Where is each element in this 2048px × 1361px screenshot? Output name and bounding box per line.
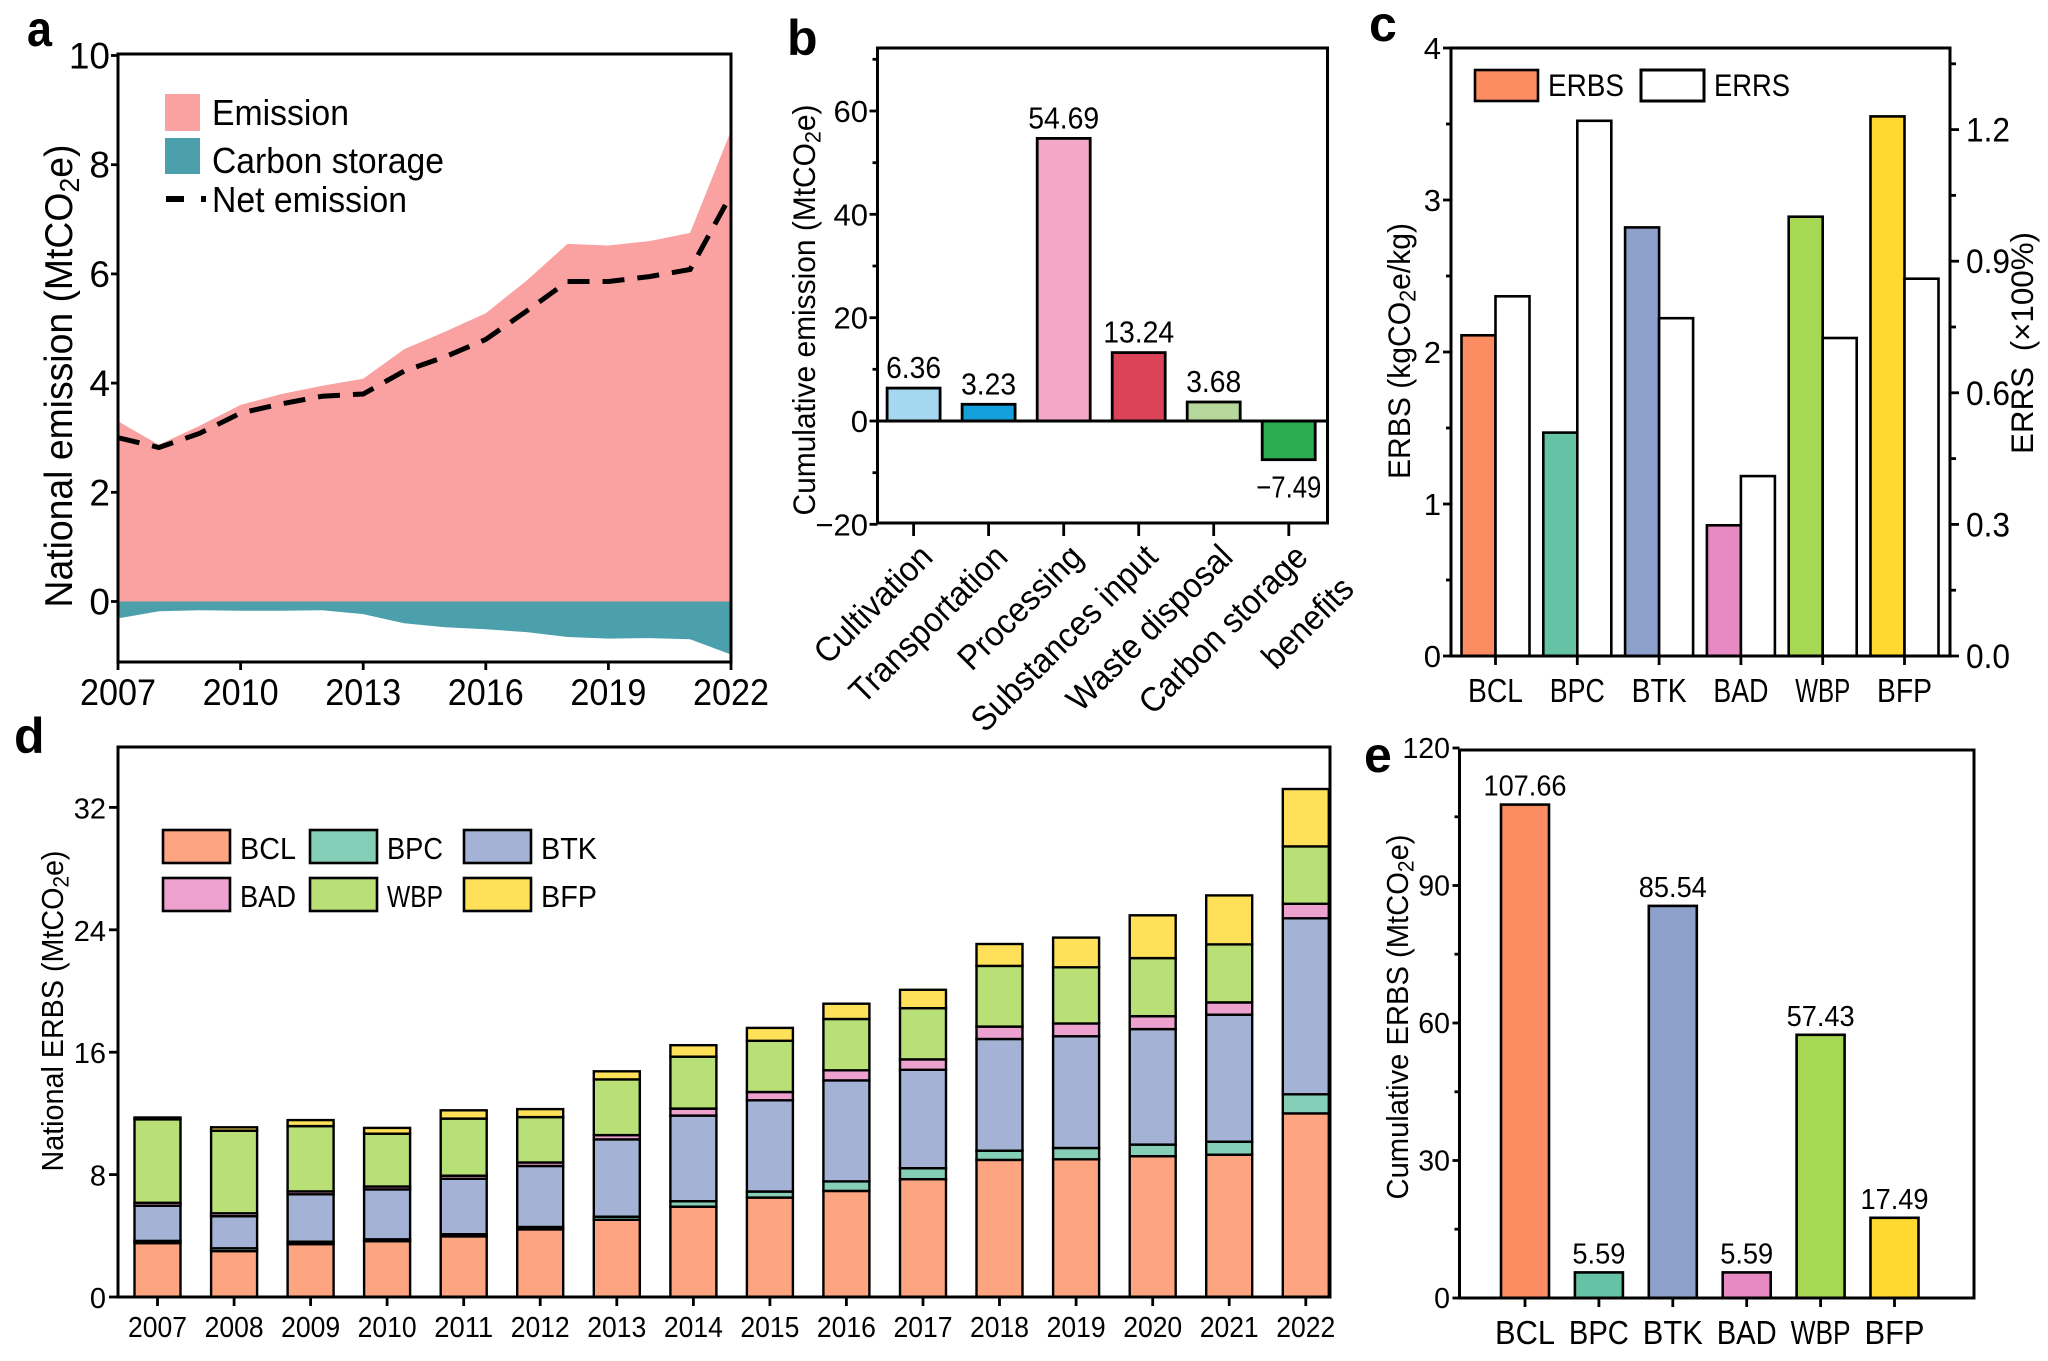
svg-text:17.49: 17.49 — [1861, 1184, 1929, 1216]
svg-text:2010: 2010 — [358, 1312, 417, 1344]
svg-text:2022: 2022 — [1276, 1312, 1335, 1344]
svg-text:b: b — [787, 10, 818, 66]
svg-text:2007: 2007 — [128, 1312, 187, 1344]
svg-text:BFP: BFP — [1877, 672, 1932, 710]
svg-text:BCL: BCL — [1468, 672, 1523, 710]
svg-text:0.9: 0.9 — [1966, 243, 2010, 281]
svg-text:BPC: BPC — [1569, 1314, 1629, 1352]
svg-text:BTK: BTK — [541, 831, 597, 866]
svg-text:BFP: BFP — [541, 879, 597, 914]
svg-text:ERRS: ERRS — [1714, 67, 1790, 103]
svg-text:Net emission: Net emission — [212, 179, 407, 220]
svg-text:2010: 2010 — [203, 672, 279, 713]
svg-text:BAD: BAD — [1713, 672, 1768, 710]
svg-text:2012: 2012 — [511, 1312, 570, 1344]
svg-text:2009: 2009 — [281, 1312, 340, 1344]
svg-text:e: e — [1364, 727, 1392, 783]
svg-text:2019: 2019 — [570, 672, 646, 713]
svg-text:107.66: 107.66 — [1484, 771, 1567, 803]
svg-text:2014: 2014 — [664, 1312, 723, 1344]
svg-text:WBP: WBP — [1791, 1314, 1851, 1352]
svg-text:85.54: 85.54 — [1639, 872, 1707, 904]
svg-text:90: 90 — [1418, 871, 1450, 903]
svg-text:8: 8 — [89, 145, 110, 186]
svg-text:BTK: BTK — [1632, 672, 1687, 710]
svg-text:0: 0 — [89, 582, 110, 623]
svg-text:6: 6 — [89, 254, 110, 295]
svg-text:0.3: 0.3 — [1966, 506, 2010, 544]
svg-text:2016: 2016 — [448, 672, 524, 713]
svg-text:120: 120 — [1402, 733, 1450, 765]
svg-text:d: d — [14, 708, 45, 764]
svg-text:1: 1 — [1424, 487, 1441, 522]
svg-text:2008: 2008 — [205, 1312, 264, 1344]
svg-text:10: 10 — [69, 36, 110, 77]
svg-text:ERBS: ERBS — [1548, 67, 1624, 103]
svg-text:BTK: BTK — [1643, 1314, 1703, 1352]
svg-text:3.23: 3.23 — [961, 367, 1016, 401]
svg-text:5.59: 5.59 — [1572, 1238, 1625, 1270]
svg-text:4: 4 — [1424, 31, 1441, 66]
svg-text:2022: 2022 — [693, 672, 769, 713]
svg-text:Carbon storage: Carbon storage — [212, 140, 444, 181]
svg-text:2017: 2017 — [894, 1312, 953, 1344]
svg-text:BAD: BAD — [240, 879, 296, 914]
svg-text:13.24: 13.24 — [1103, 316, 1174, 350]
svg-text:54.69: 54.69 — [1028, 101, 1099, 135]
svg-text:16: 16 — [74, 1038, 106, 1070]
svg-text:2021: 2021 — [1200, 1312, 1259, 1344]
svg-text:ERBS (kgCO2e/kg): ERBS (kgCO2e/kg) — [1381, 223, 1421, 479]
svg-text:32: 32 — [74, 793, 106, 825]
svg-text:Cumulative ERBS (MtCO2e): Cumulative ERBS (MtCO2e) — [1381, 835, 1419, 1200]
svg-text:0: 0 — [1434, 1283, 1450, 1315]
svg-text:BPC: BPC — [1550, 672, 1605, 710]
svg-text:Emission: Emission — [212, 92, 349, 133]
svg-text:5.59: 5.59 — [1720, 1238, 1773, 1270]
svg-text:2007: 2007 — [80, 672, 156, 713]
svg-text:a: a — [27, 1, 53, 57]
svg-text:2015: 2015 — [740, 1312, 799, 1344]
svg-text:BPC: BPC — [387, 831, 443, 866]
svg-text:2018: 2018 — [970, 1312, 1029, 1344]
svg-text:2016: 2016 — [817, 1312, 876, 1344]
svg-text:2020: 2020 — [1123, 1312, 1182, 1344]
svg-text:20: 20 — [834, 301, 868, 336]
svg-text:2019: 2019 — [1047, 1312, 1106, 1344]
svg-text:0.0: 0.0 — [1966, 638, 2010, 676]
svg-text:0: 0 — [1424, 639, 1441, 674]
svg-text:60: 60 — [1418, 1008, 1450, 1040]
svg-text:0: 0 — [90, 1283, 106, 1315]
svg-text:40: 40 — [834, 197, 868, 232]
svg-text:BCL: BCL — [1495, 1314, 1555, 1352]
svg-text:2: 2 — [89, 472, 110, 513]
svg-text:60: 60 — [834, 94, 868, 129]
svg-text:WBP: WBP — [1795, 672, 1850, 710]
svg-text:57.43: 57.43 — [1787, 1001, 1855, 1033]
svg-text:2013: 2013 — [587, 1312, 646, 1344]
svg-text:3.68: 3.68 — [1186, 365, 1241, 399]
svg-text:3: 3 — [1424, 183, 1441, 218]
svg-text:8: 8 — [90, 1161, 106, 1193]
svg-text:National ERBS (MtCO2e): National ERBS (MtCO2e) — [37, 851, 74, 1172]
svg-text:c: c — [1369, 0, 1397, 52]
svg-text:BAD: BAD — [1717, 1314, 1777, 1352]
svg-text:National emission (MtCO2e): National emission (MtCO2e) — [38, 144, 85, 607]
svg-text:0: 0 — [851, 404, 868, 439]
svg-text:ERRS (×100%): ERRS (×100%) — [2004, 232, 2040, 454]
svg-text:BFP: BFP — [1865, 1314, 1925, 1352]
svg-text:WBP: WBP — [387, 879, 443, 914]
svg-text:24: 24 — [74, 916, 106, 948]
svg-text:0.6: 0.6 — [1966, 375, 2010, 413]
svg-text:−7.49: −7.49 — [1256, 471, 1321, 505]
svg-text:2: 2 — [1424, 335, 1441, 370]
svg-text:Cumulative emission (MtCO2e): Cumulative emission (MtCO2e) — [787, 105, 826, 516]
svg-text:4: 4 — [89, 363, 110, 404]
svg-text:−20: −20 — [815, 507, 868, 542]
svg-text:2013: 2013 — [325, 672, 401, 713]
svg-text:1.2: 1.2 — [1966, 112, 2010, 150]
svg-text:30: 30 — [1418, 1146, 1450, 1178]
svg-text:6.36: 6.36 — [886, 351, 941, 385]
svg-text:BCL: BCL — [240, 831, 296, 866]
svg-text:2011: 2011 — [434, 1312, 493, 1344]
